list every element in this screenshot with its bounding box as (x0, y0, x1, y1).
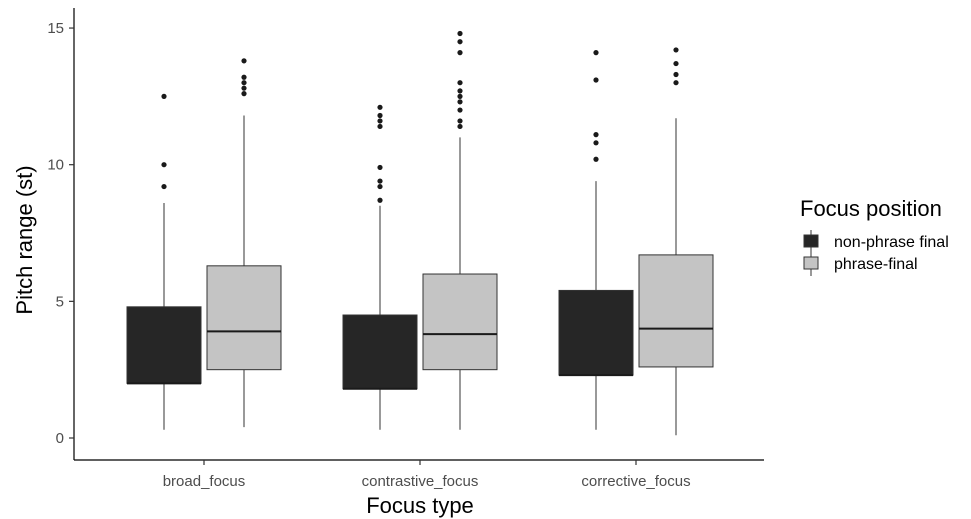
outlier-point (673, 80, 679, 86)
outlier-point (593, 77, 599, 83)
legend: Focus position non-phrase final phrase-fi… (800, 196, 949, 276)
outlier-point (377, 183, 383, 190)
outlier-point (377, 104, 383, 110)
legend-title: Focus position (800, 196, 942, 221)
outlier-point (457, 80, 463, 86)
box (206, 265, 282, 371)
outlier-point (457, 93, 463, 99)
y-tick-label: 0 (56, 430, 64, 447)
x-tick-label: contrastive_focus (362, 473, 479, 490)
outlier-point (161, 162, 167, 168)
outlier-point (377, 164, 383, 171)
x-tick-label: broad_focus (163, 473, 246, 490)
outlier-point (593, 50, 599, 56)
outlier-point (673, 47, 679, 53)
box (422, 273, 498, 371)
outlier-point (457, 39, 463, 45)
axes: 0 5 10 15 broad_focus contrastive_focus correc… (47, 8, 764, 490)
outlier-point (457, 118, 463, 124)
x-axis-title: Focus type (366, 493, 474, 518)
outlier-point (161, 93, 167, 99)
outlier-point (377, 178, 383, 184)
y-tick-label: 10 (47, 157, 64, 174)
y-tick-label: 15 (47, 20, 64, 37)
outlier-point (457, 30, 463, 37)
outlier-point (593, 132, 599, 138)
box (126, 306, 202, 384)
box-group (422, 30, 498, 430)
box-group (342, 104, 418, 430)
outlier-point (241, 91, 247, 97)
box (558, 289, 634, 376)
outlier-point (241, 80, 247, 86)
outlier-point (241, 58, 247, 64)
box-group (206, 58, 282, 428)
legend-key (803, 256, 819, 270)
outlier-point (377, 123, 383, 130)
outlier-point (593, 156, 599, 162)
outlier-point (457, 88, 463, 94)
box-group (638, 47, 714, 436)
outlier-point (377, 197, 383, 203)
outlier-point (673, 71, 679, 78)
outlier-point (161, 183, 167, 190)
plot-area (126, 30, 714, 436)
outlier-point (377, 112, 383, 119)
y-tick-label: 5 (56, 293, 64, 310)
y-axis-title: Pitch range (st) (12, 165, 37, 314)
outlier-point (457, 107, 463, 113)
legend-label: phrase-final (834, 256, 918, 273)
legend-key (803, 234, 819, 248)
outlier-point (377, 118, 383, 124)
outlier-point (457, 99, 463, 105)
outlier-point (241, 74, 247, 80)
box-group (558, 50, 634, 430)
box-group (126, 93, 202, 430)
legend-label: non-phrase final (834, 234, 949, 251)
outlier-point (593, 140, 599, 146)
outlier-point (457, 50, 463, 56)
box (638, 254, 714, 368)
box (342, 314, 418, 390)
x-tick-label: corrective_focus (581, 473, 690, 490)
outlier-point (673, 60, 679, 67)
outlier-point (457, 123, 463, 130)
outlier-point (241, 85, 247, 91)
